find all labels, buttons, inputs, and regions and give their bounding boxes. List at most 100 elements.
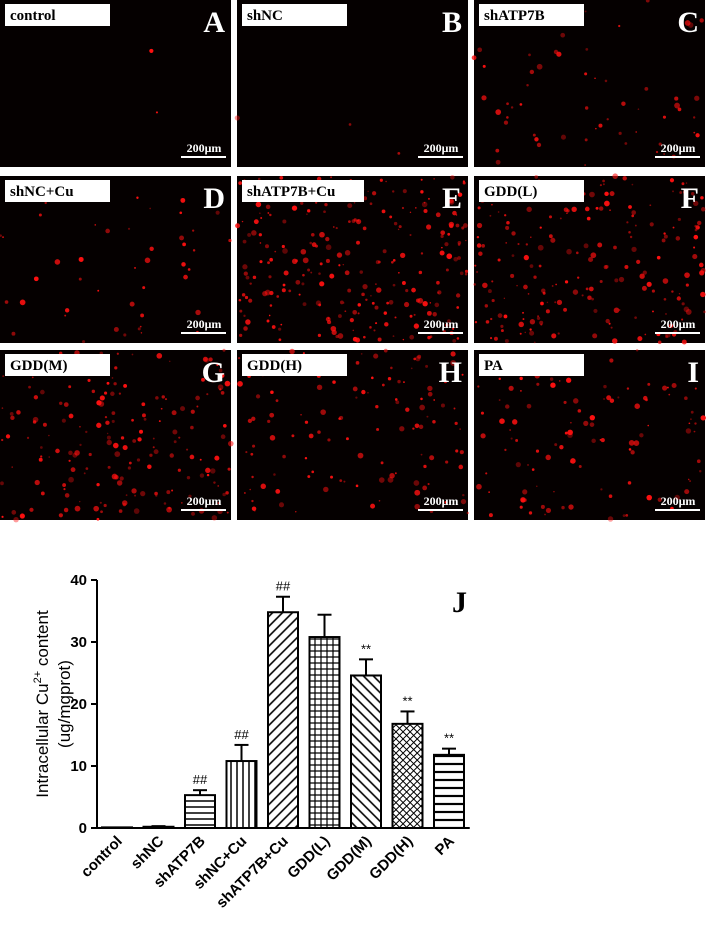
cell-signal [497,313,503,318]
cell-signal [352,329,355,332]
cell-signal [554,301,557,304]
cell-signal [516,284,518,287]
cell-signal [604,79,608,83]
cell-signal [309,241,313,245]
cell-signal [609,191,615,197]
significance-mark: ## [193,772,208,787]
cell-signal [262,290,268,297]
cell-signal [698,262,704,268]
cell-signal [227,467,231,471]
panel-label: shNC+Cu [10,184,74,200]
cell-signal [436,280,440,285]
cell-signal [460,498,467,505]
cell-signal [480,433,486,439]
cell-signal [353,218,357,222]
cell-signal [114,366,118,370]
cell-signal [288,289,292,293]
cell-signal [82,340,86,344]
micrograph [0,176,231,343]
cell-signal [215,210,220,215]
cell-signal [692,254,698,260]
cell-signal [169,453,174,458]
y-axis-label: Intracellular Cu2+ content [32,610,52,798]
cell-signal [519,332,522,335]
cell-signal [283,270,289,276]
cell-signal [178,436,181,439]
cell-signal [161,395,165,399]
scale-bar-label: 200μm [424,141,459,155]
cell-signal [2,375,5,378]
cell-signal [651,289,655,293]
cell-signal [419,404,425,411]
cell-signal [662,278,669,284]
cell-signal [427,482,430,486]
cell-signal [665,313,667,315]
cell-signal [335,227,338,230]
cell-signal [40,491,45,496]
scale-bar-label: 200μm [187,141,222,155]
cell-signal [603,384,607,389]
cell-signal [196,405,199,408]
cell-signal [450,175,455,180]
cell-signal [255,394,261,399]
cell-signal [188,494,192,498]
cell-signal [378,499,381,502]
cell-signal [522,318,525,321]
cell-signal [563,400,567,404]
cell-signal [397,228,400,231]
cell-signal [250,452,254,456]
cell-signal [237,356,241,360]
cell-signal [550,382,556,388]
cell-signal [83,472,86,475]
cell-signal [597,242,603,248]
panel-label: PA [484,358,503,374]
cell-signal [171,410,177,416]
cell-signal [282,454,286,459]
cell-signal [447,232,451,236]
cell-signal [558,380,561,382]
cell-signal [405,289,409,293]
cell-signal [422,485,428,491]
cell-signal [455,223,460,228]
cell-signal [526,83,529,87]
cell-signal [190,409,195,414]
cell-signal [4,300,9,304]
cell-signal [155,396,159,400]
cell-signal [244,295,249,300]
cell-signal [462,223,468,228]
panel-letter: H [439,356,462,389]
cell-signal [373,353,379,359]
cell-signal [352,310,358,315]
cell-signal [1,407,4,409]
cell-signal [681,302,685,306]
cell-signal [64,314,67,317]
cell-signal [540,301,544,306]
label-box [479,180,584,202]
cell-signal [179,211,183,215]
cell-signal [459,450,464,455]
bar [350,674,382,829]
y-tick-label: 10 [70,758,87,775]
cell-signal [503,297,506,300]
cell-signal [600,488,603,491]
cell-signal [248,298,253,303]
cell-signal [556,299,563,306]
cell-signal [186,475,191,480]
cell-signal [576,251,579,255]
cell-signal [656,255,661,260]
cell-signal [700,415,706,421]
cell-signal [437,290,442,295]
cell-signal [421,201,428,208]
cell-signal [192,229,195,232]
cell-signal [11,331,16,336]
cell-signal [134,266,136,269]
cell-signal [337,333,344,339]
cell-signal [387,377,392,381]
micrograph [474,0,705,167]
panel-letter: G [202,356,225,389]
cell-signal [484,304,489,308]
cell-signal [464,272,468,276]
cell-signal [319,262,323,266]
cell-signal [363,335,366,339]
cell-signal [276,295,280,298]
